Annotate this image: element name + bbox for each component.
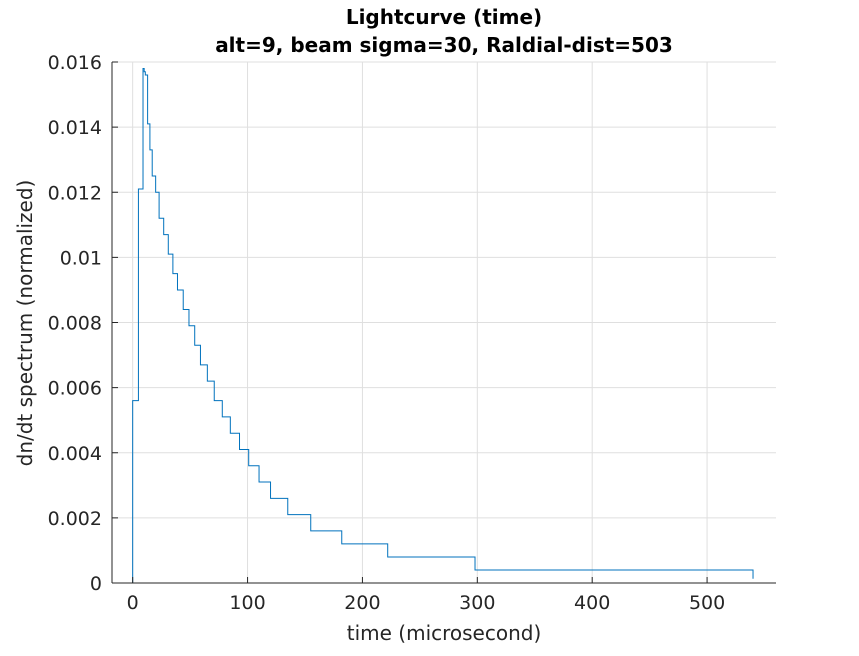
y-axis-label: dn/dt spectrum (normalized)	[13, 180, 37, 467]
x-tick-label: 100	[229, 592, 265, 614]
x-axis-label: time (microsecond)	[347, 621, 542, 645]
x-tick-label: 500	[689, 592, 725, 614]
x-tick-label: 200	[344, 592, 380, 614]
x-tick-label: 0	[127, 592, 139, 614]
chart-title: Lightcurve (time)	[346, 5, 542, 29]
series-layer	[132, 68, 754, 583]
series-line-0	[132, 68, 754, 583]
ticks: 0 100 200 300 400 500 0 0.002 0.004 0.006 0.008 0.0…	[48, 52, 726, 614]
x-tick-label: 400	[574, 592, 610, 614]
x-tick-label: 300	[459, 592, 495, 614]
y-tick-label: 0.012	[48, 182, 102, 204]
y-tick-label: 0.01	[60, 247, 102, 269]
y-tick-label: 0.014	[48, 117, 102, 139]
y-tick-label: 0.002	[48, 508, 102, 530]
grid	[112, 61, 776, 584]
y-tick-label: 0	[90, 573, 102, 595]
y-tick-label: 0.006	[48, 378, 102, 400]
y-tick-label: 0.004	[48, 443, 102, 465]
chart-subtitle: alt=9, beam sigma=30, Raldial-dist=503	[215, 33, 673, 57]
y-tick-label: 0.008	[48, 313, 102, 335]
y-tick-label: 0.016	[48, 52, 102, 74]
